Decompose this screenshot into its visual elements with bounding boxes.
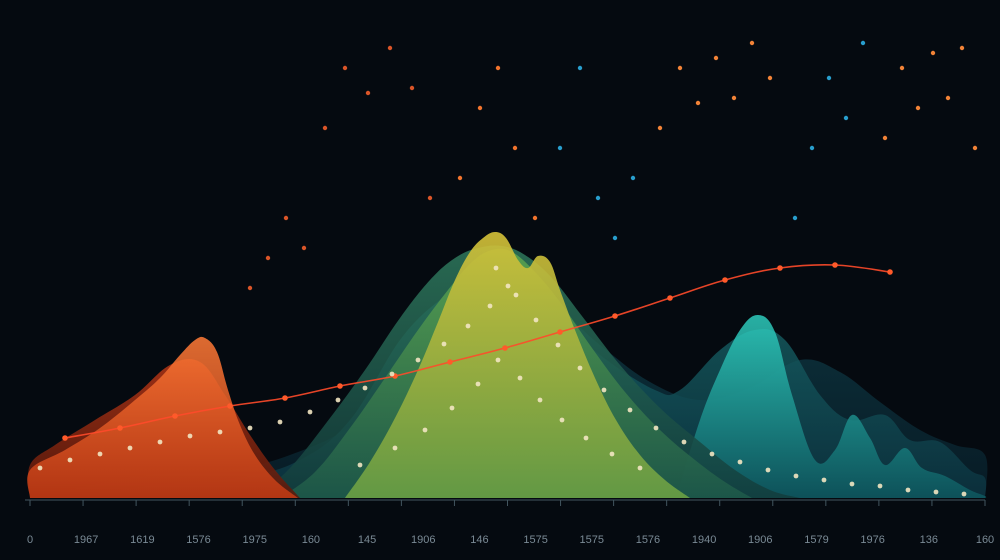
x-axis-label: 160 <box>302 534 320 546</box>
x-axis-label: 146 <box>470 534 488 546</box>
x-axis-label: 0 <box>27 534 33 546</box>
x-axis-label: 136 <box>920 534 938 546</box>
x-axis-label: 1967 <box>74 534 98 546</box>
area-spike-chart: 0 1967 1619 1576 1975 160 145 1906 146 1575 1575 15… <box>0 0 1000 560</box>
x-axis-label: 1576 <box>186 534 210 546</box>
x-axis-label: 1619 <box>130 534 154 546</box>
x-axis-label: 1906 <box>748 534 772 546</box>
x-axis-label: 1575 <box>523 534 547 546</box>
x-axis-label: 145 <box>358 534 376 546</box>
x-axis-label: 1576 <box>636 534 660 546</box>
x-axis-label: 1906 <box>411 534 435 546</box>
x-axis-label: 1940 <box>692 534 716 546</box>
chart-svg <box>0 0 1000 560</box>
x-axis-label: 1975 <box>242 534 266 546</box>
x-axis-label: 1976 <box>860 534 884 546</box>
x-axis-label: 160 <box>976 534 994 546</box>
x-axis-label: 1579 <box>804 534 828 546</box>
x-axis-label: 1575 <box>580 534 604 546</box>
